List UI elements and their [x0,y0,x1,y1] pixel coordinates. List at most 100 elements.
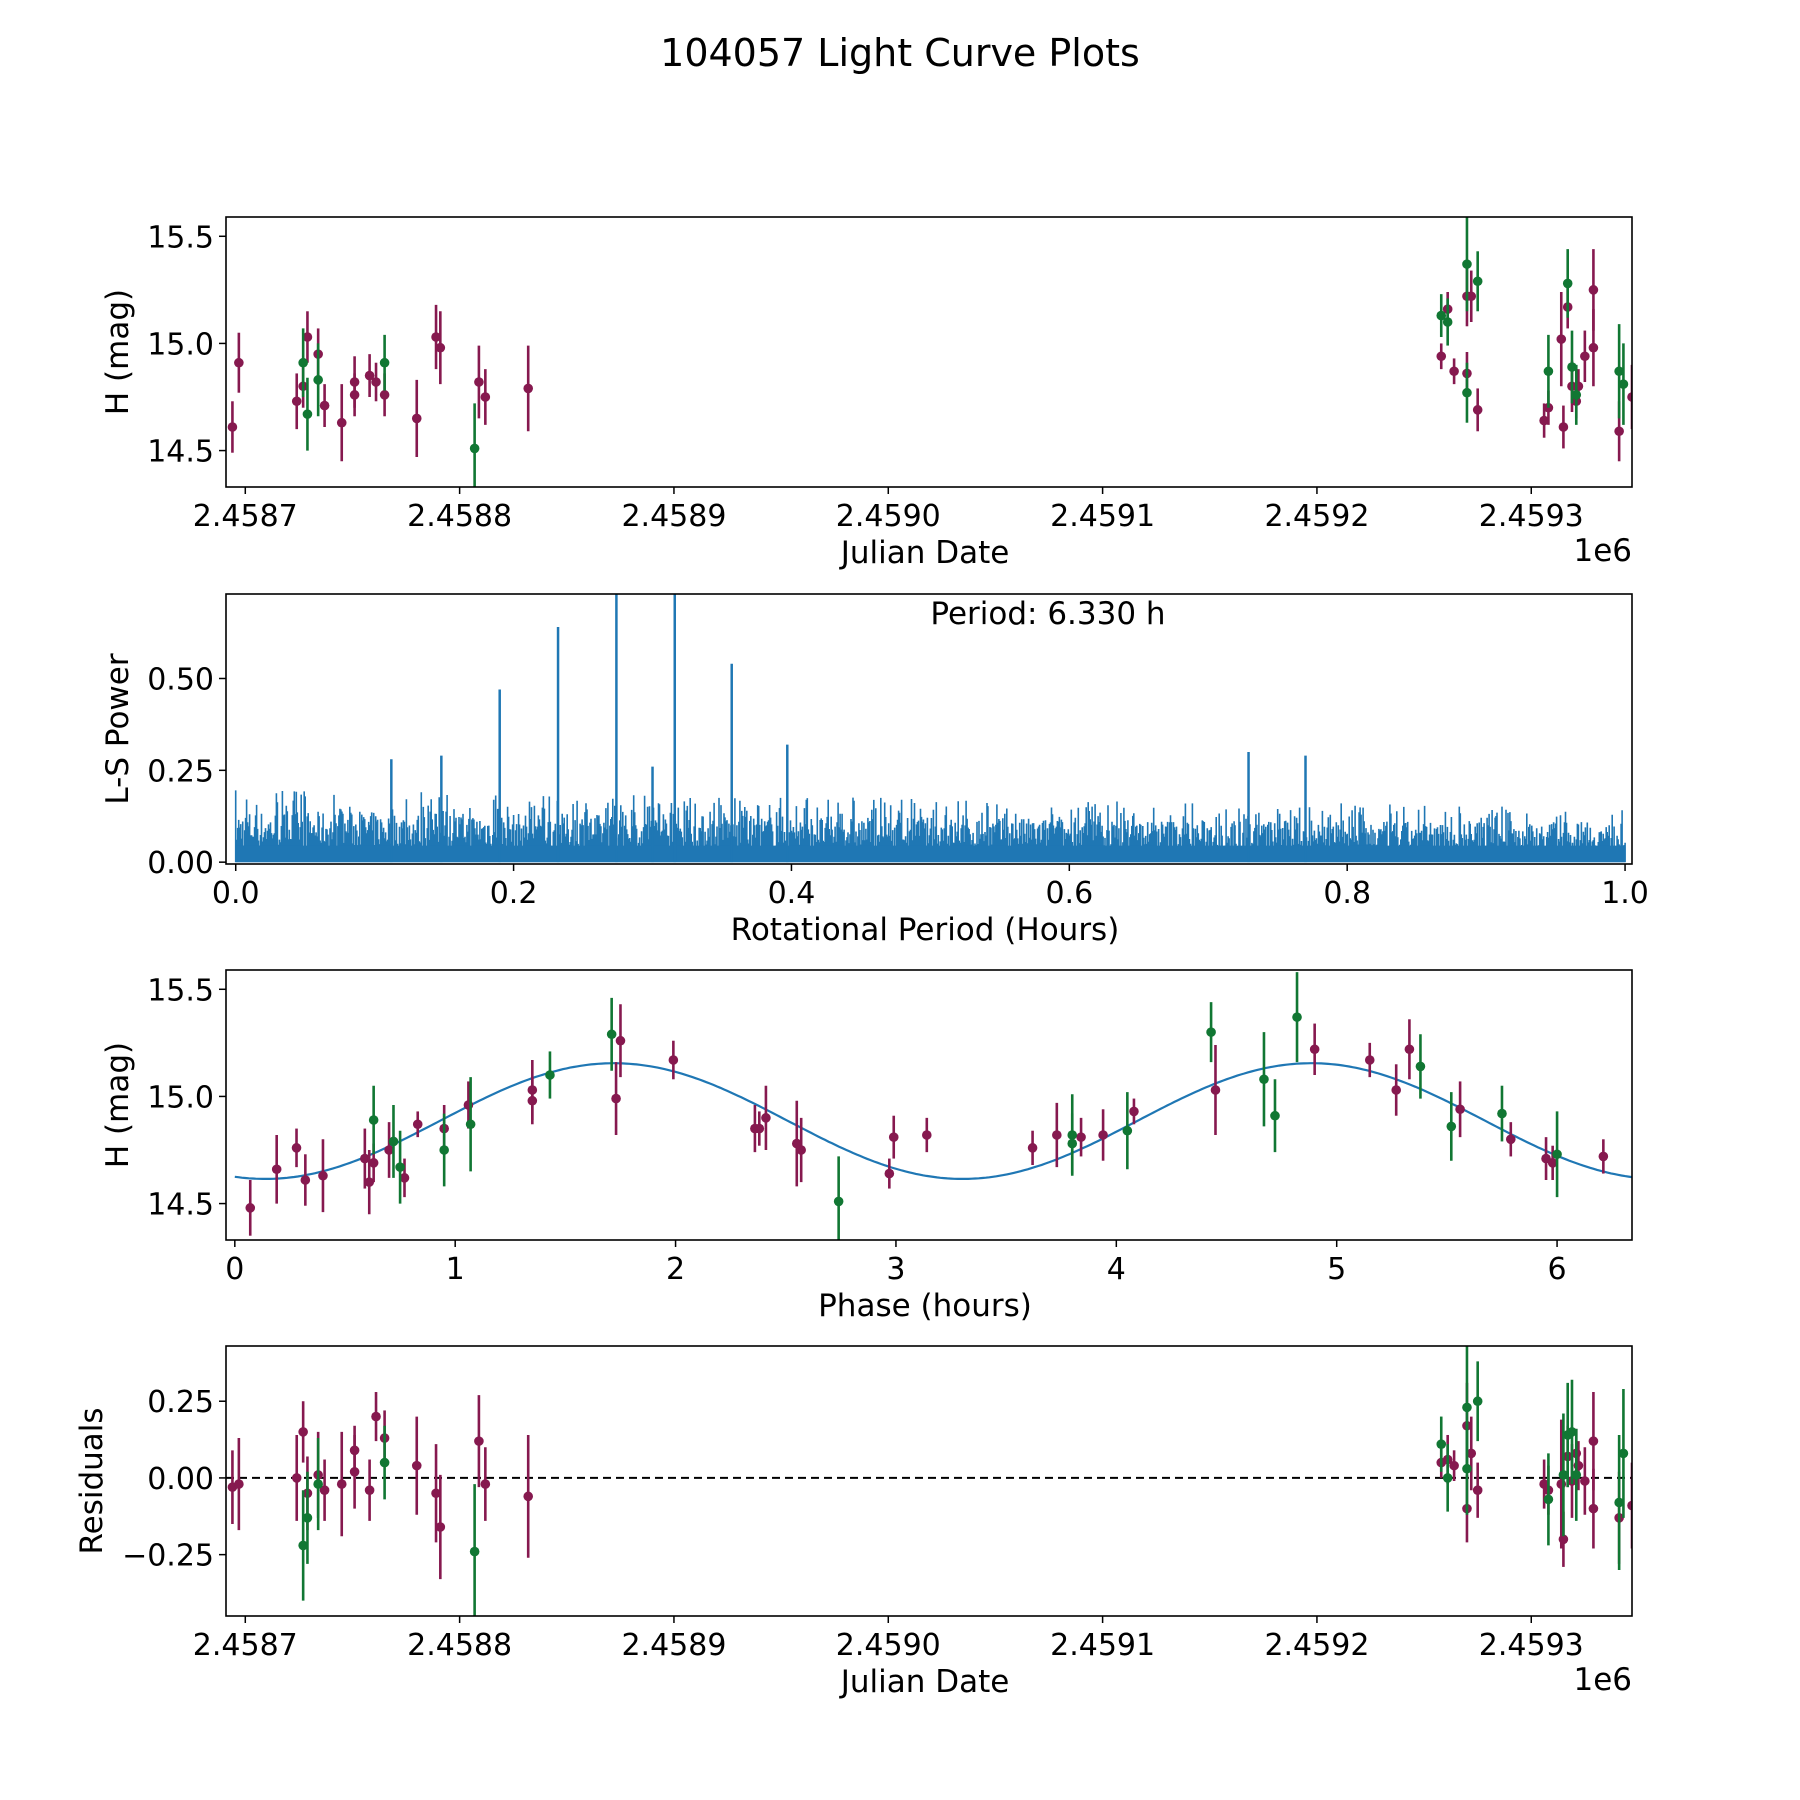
data-point [1462,1402,1472,1413]
data-point [245,1203,256,1213]
x-tick-label: 2.4587 [193,1628,298,1663]
y-axis-label: L-S Power [100,653,136,804]
y-tick-label: 0.00 [147,846,214,881]
data-point [349,1466,360,1477]
x-tick-label: 2.4589 [621,1628,726,1663]
x-tick-label: 4 [1107,1252,1126,1287]
y-tick-label: 15.5 [147,220,214,255]
data-point [761,1113,771,1123]
axes-frame [225,969,1633,1241]
data-point [435,1522,446,1532]
plot-area [234,594,1626,863]
data-point [234,357,244,368]
periodogram-series [234,594,1626,863]
data-point [465,1119,476,1130]
data-point [1472,1396,1483,1407]
data-point [1614,366,1624,377]
data-point [1539,415,1549,426]
x-tick-label: 2.4588 [407,499,512,534]
data-point [1552,1149,1562,1160]
axes-frame [225,1345,1633,1617]
data-point [384,1145,394,1155]
data-point [298,1427,308,1437]
data-point [1442,1473,1453,1483]
y-axis-label: H (mag) [100,1042,136,1168]
data-point [1631,1512,1632,1517]
data-point [1462,259,1472,269]
data-point [1404,1044,1415,1055]
x-tick-label: 0.6 [1045,876,1093,911]
data-point [1543,366,1554,377]
data-point [300,1175,311,1185]
y-tick-label: 15.0 [147,327,214,362]
x-tick-label: 0.8 [1323,876,1371,911]
x-tick-label: 2.4593 [1479,499,1584,534]
data-point [388,1136,399,1147]
data-point [360,1153,370,1164]
y-tick-label: 15.5 [147,973,214,1008]
data-point [399,1173,410,1183]
data-point [1614,426,1624,437]
x-tick-label: 2.4590 [836,1628,941,1663]
data-point [1206,1027,1216,1037]
x-axis-label: Julian Date [839,535,1010,571]
data-point [1466,1448,1477,1459]
data-point [227,422,238,432]
x-tick-label: 1 [446,1252,465,1287]
data-point [1505,1134,1516,1145]
data-point [411,413,422,424]
plot-area [226,1346,1632,1616]
data-point [379,357,390,368]
data-point [1309,1044,1320,1055]
data-point [371,377,381,387]
data-point [336,1479,347,1489]
data-point [668,1055,679,1065]
data-point [1027,1143,1038,1153]
data-point [1627,1500,1632,1511]
y-tick-label: −0.25 [122,1539,214,1574]
series-filter-a [227,249,1632,462]
x-tick-label: 2.4592 [1264,499,1369,534]
data-point [1497,1108,1507,1119]
data-point [318,1170,328,1181]
data-point [368,1115,379,1125]
data-point [364,370,375,381]
x-tick-label: 2.4590 [836,499,941,534]
data-point [1580,1476,1590,1486]
data-point [1543,1494,1554,1505]
data-point [606,1029,617,1040]
data-point [271,1164,282,1175]
data-point [1588,1503,1599,1514]
data-point [364,1485,375,1496]
data-point [368,1158,379,1168]
data-point [921,1130,932,1140]
data-point [545,1070,555,1080]
data-point [1588,285,1599,295]
y-tick-label: 15.0 [147,1080,214,1115]
x-tick-label: 0 [225,1252,244,1287]
data-point [1567,362,1577,372]
data-point [474,377,484,387]
data-point [379,1457,390,1468]
data-point [1588,342,1599,353]
axes-frame [225,216,1633,488]
data-point [1556,334,1567,344]
x-tick-label: 5 [1327,1252,1346,1287]
x-tick-label: 1.0 [1601,876,1649,911]
data-point [1076,1132,1086,1142]
figure-title: 104057 Light Curve Plots [660,31,1140,75]
data-point [234,1479,244,1489]
panel-residuals: 2.4587 2.4588 2.4589 2.4590 2.4591 2.4592 2.45… [74,1345,1633,1700]
series-filter-b [368,972,1562,1240]
data-point [291,396,302,407]
x-offset-label: 1e6 [1573,533,1632,569]
data-point [1129,1106,1139,1117]
series-filter-a [245,1004,1609,1236]
data-point [1547,1158,1558,1168]
y-axis-label: H (mag) [100,289,136,415]
data-point [302,332,313,342]
x-tick-label: 6 [1548,1252,1567,1287]
x-offset-label: 1e6 [1573,1662,1632,1698]
y-tick-label: 0.00 [147,1462,214,1497]
data-point [523,383,534,394]
